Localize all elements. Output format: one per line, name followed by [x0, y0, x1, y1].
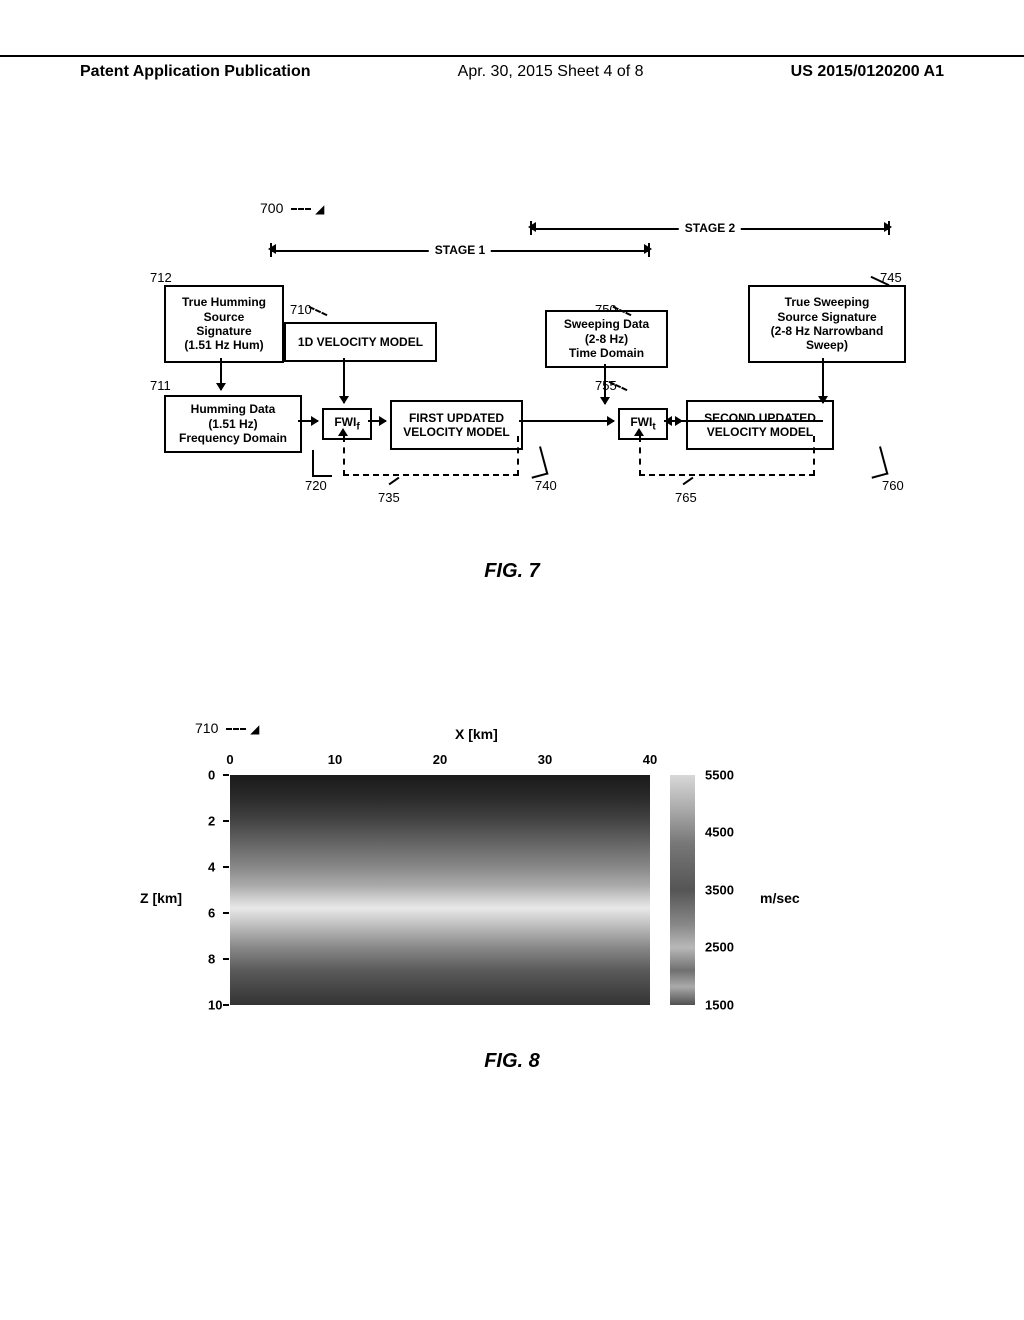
- arrow: [298, 420, 318, 422]
- ytick: 2: [208, 814, 215, 829]
- arrowhead-icon: ◢: [250, 722, 259, 736]
- ref-700-arrowhead: ◢: [315, 202, 324, 216]
- z-axis-label: Z [km]: [140, 890, 182, 906]
- arrow: [664, 420, 682, 422]
- leader: [865, 446, 889, 478]
- tick: [223, 774, 229, 776]
- tick: [223, 912, 229, 914]
- x-axis-label: X [km]: [455, 726, 498, 742]
- header: Patent Application Publication Apr. 30, …: [0, 55, 1024, 81]
- leader: [683, 477, 694, 486]
- ref-720: 720: [305, 478, 327, 493]
- arrowhead-icon: [884, 222, 892, 232]
- arrowhead-icon: [644, 244, 652, 254]
- header-row: Patent Application Publication Apr. 30, …: [0, 63, 1024, 81]
- ytick: 4: [208, 860, 215, 875]
- box-745: True Sweeping Source Signature (2-8 Hz N…: [748, 285, 906, 363]
- dashed-return-765: [639, 436, 815, 476]
- ref-765: 765: [675, 490, 697, 505]
- fig8-caption: FIG. 8: [484, 1050, 540, 1073]
- ref-735: 735: [378, 490, 400, 505]
- tick: [223, 958, 229, 960]
- cbtick: 3500: [705, 883, 734, 898]
- ytick: 8: [208, 952, 215, 967]
- arrow: [220, 358, 222, 390]
- box-711: Humming Data (1.51 Hz) Frequency Domain: [164, 395, 302, 453]
- cbtick: 4500: [705, 825, 734, 840]
- ref-712: 712: [150, 270, 172, 285]
- arrow: [665, 420, 823, 422]
- xtick: 40: [643, 752, 657, 767]
- stage-lines: STAGE 2 STAGE 1: [270, 218, 890, 268]
- dashed-return-735: [343, 436, 519, 476]
- leader: [312, 450, 332, 477]
- ref-711: 711: [150, 378, 171, 393]
- ref-710: 710: [290, 302, 312, 317]
- xtick: 30: [538, 752, 552, 767]
- box-711-text: Humming Data (1.51 Hz) Frequency Domain: [179, 402, 287, 445]
- ytick: 6: [208, 906, 215, 921]
- colorbar: [670, 775, 695, 1005]
- ytick: 10: [208, 998, 222, 1013]
- xtick: 0: [226, 752, 233, 767]
- box-745-text: True Sweeping Source Signature (2-8 Hz N…: [771, 295, 884, 353]
- bend: [822, 402, 824, 404]
- xtick: 10: [328, 752, 342, 767]
- stage1-label: STAGE 1: [429, 243, 491, 257]
- arrowhead-icon: [634, 428, 644, 436]
- page: Patent Application Publication Apr. 30, …: [0, 0, 1024, 1320]
- cbtick: 1500: [705, 998, 734, 1013]
- ref-760: 760: [882, 478, 904, 493]
- ref-700: 700 ◢: [260, 200, 324, 216]
- header-right: US 2015/0120200 A1: [791, 63, 944, 81]
- leader: [226, 728, 246, 730]
- arrow: [604, 364, 606, 404]
- stage2-span: STAGE 2: [530, 218, 890, 238]
- velocity-heatmap: [230, 775, 650, 1005]
- box-712-text: True Humming Source Signature (1.51 Hz H…: [182, 295, 266, 353]
- cbtick: 2500: [705, 940, 734, 955]
- box-750-text: Sweeping Data (2-8 Hz) Time Domain: [564, 317, 649, 360]
- tick: [223, 866, 229, 868]
- stage2-label: STAGE 2: [679, 221, 741, 235]
- leader: [389, 477, 400, 486]
- header-left: Patent Application Publication: [80, 63, 311, 81]
- fig7-caption: FIG. 7: [484, 560, 540, 583]
- header-center: Apr. 30, 2015 Sheet 4 of 8: [458, 63, 644, 81]
- arrow: [822, 358, 824, 403]
- tick: [223, 820, 229, 822]
- ytick: 0: [208, 768, 215, 783]
- ref-710-text: 710: [195, 720, 218, 736]
- box-710: 1D VELOCITY MODEL: [284, 322, 437, 362]
- box-710-text: 1D VELOCITY MODEL: [298, 335, 423, 349]
- ref-740: 740: [535, 478, 557, 493]
- arrow: [343, 358, 345, 403]
- fig7-diagram: 712 710 711 720 735 740 750 745 755 760 …: [150, 280, 910, 540]
- arrowhead-icon: [338, 428, 348, 436]
- cbtick: 5500: [705, 768, 734, 783]
- ref-700-leader: [291, 208, 311, 210]
- arrowhead-icon: [268, 244, 276, 254]
- box-750: Sweeping Data (2-8 Hz) Time Domain: [545, 310, 668, 368]
- tick: [223, 1004, 229, 1006]
- colorbar-unit: m/sec: [760, 890, 800, 906]
- ref-710-fig8: 710 ◢: [195, 720, 259, 736]
- ref-700-text: 700: [260, 200, 283, 216]
- xtick: 20: [433, 752, 447, 767]
- leader: [525, 446, 549, 478]
- box-712: True Humming Source Signature (1.51 Hz H…: [164, 285, 284, 363]
- arrow: [519, 420, 614, 422]
- arrow: [368, 420, 386, 422]
- stage1-span: STAGE 1: [270, 240, 650, 260]
- arrowhead-icon: [528, 222, 536, 232]
